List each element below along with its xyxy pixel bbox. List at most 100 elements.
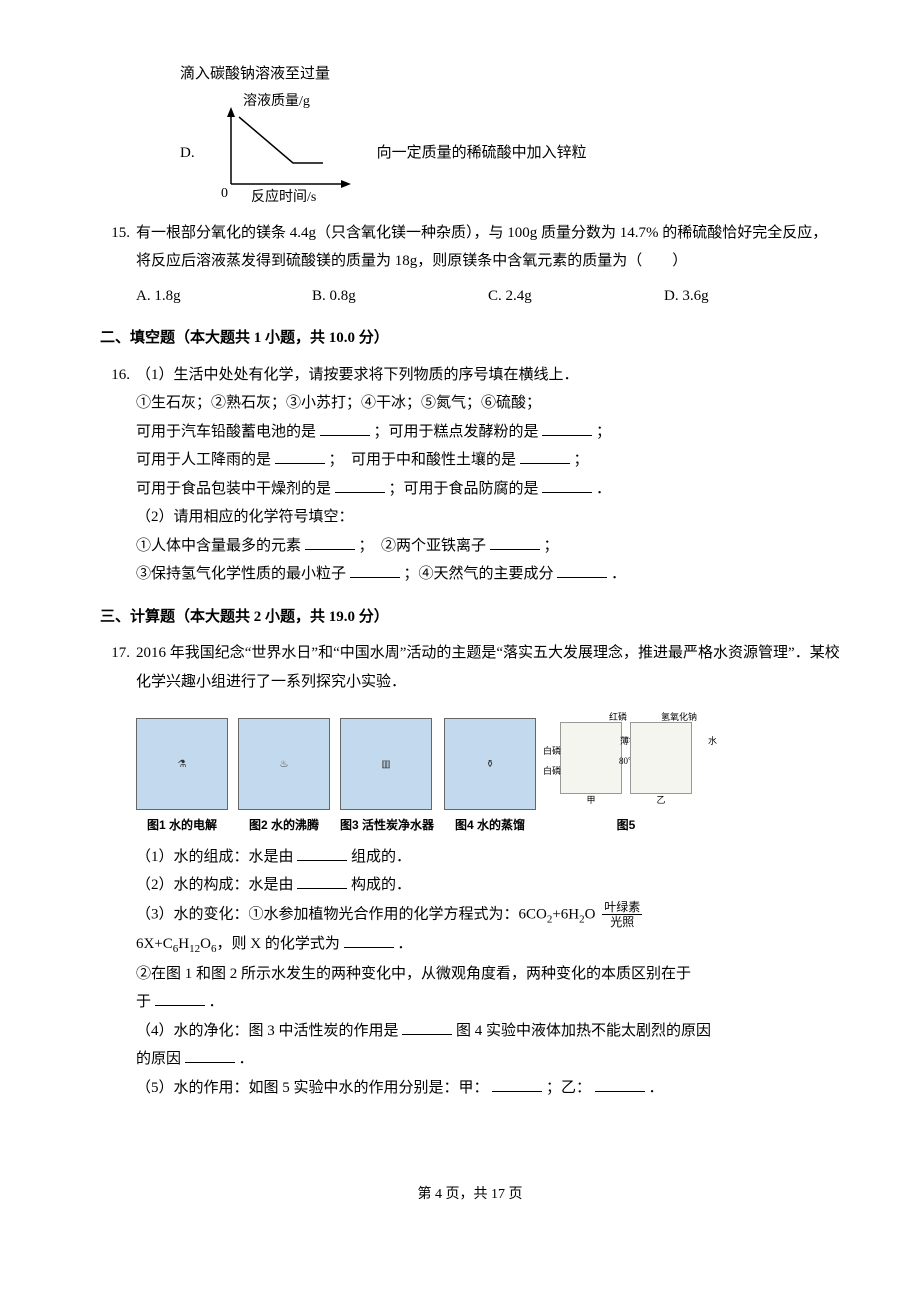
q16-l4b: ； 可用于中和酸性土壤的是 xyxy=(329,452,517,468)
footer-post: 页 xyxy=(505,1187,523,1202)
figure-4-box: ⚱ xyxy=(444,718,536,810)
chart-d: 溶液质量/g 0 反应时间/s xyxy=(203,89,363,219)
q16-l4: 可用于人工降雨的是 ； 可用于中和酸性土壤的是 ； xyxy=(136,446,840,475)
q17-p2: （2）水的构成：水是由 构成的． xyxy=(136,871,840,900)
origin-label: 0 xyxy=(221,186,228,201)
blank xyxy=(320,420,370,436)
q17-p3e: ②在图 1 和图 2 所示水发生的两种变化中，从微观角度看，两种变化的本质区别在… xyxy=(136,960,840,989)
p3d-after: ，则 X 的化学式为 xyxy=(216,936,339,952)
q16-l5c: ． xyxy=(596,481,611,497)
figure-2-cap: 图2 水的沸腾 xyxy=(238,814,330,837)
figures-row: ⚗ 图1 水的电解 ♨ 图2 水的沸腾 ▥ 图3 活性炭净水器 ⚱ 图4 水的蒸… xyxy=(136,704,840,837)
figure-3-cap: 图3 活性炭净水器 xyxy=(340,814,434,837)
q15-text: 有一根部分氧化的镁条 4.4g（只含氧化镁一种杂质），与 100g 质量分数为 … xyxy=(136,225,827,270)
label-bailin2: 白磷 xyxy=(543,763,561,780)
q16-l4c: ； xyxy=(574,452,589,468)
q15-opt-a: A. 1.8g xyxy=(136,282,312,311)
blank xyxy=(185,1047,235,1063)
q16-l5: 可用于食品包装中干燥剂的是 ；可用于食品防腐的是 ． xyxy=(136,475,840,504)
q17-p3d: 6X+C6H12O6，则 X 的化学式为 ． xyxy=(136,930,840,960)
p3a: （3）水的变化：①水参加植物光合作用的化学方程式为：6CO xyxy=(136,906,547,922)
question-17: 17. 2016 年我国纪念“世界水日”和“中国水周”活动的主题是“落实五大发展… xyxy=(100,639,840,1102)
p1b: 组成的． xyxy=(351,849,411,865)
blank xyxy=(402,1019,452,1035)
figure-4-cap: 图4 水的蒸馏 xyxy=(444,814,536,837)
p3e-end: ． xyxy=(209,994,224,1010)
y-arrow xyxy=(227,107,235,117)
label-naoh: 氢氧化钠 xyxy=(661,709,697,726)
fig5-yi: 氢氧化钠 水 乙 xyxy=(630,722,692,794)
q14-continuation: 滴入碳酸钠溶液至过量 xyxy=(100,60,840,89)
label-honglin: 红磷 xyxy=(609,709,627,726)
figure-1-box: ⚗ xyxy=(136,718,228,810)
q17-p1: （1）水的组成：水是由 组成的． xyxy=(136,843,840,872)
footer-pre: 第 xyxy=(418,1187,436,1202)
option-d-label: D. xyxy=(180,139,195,168)
label-bailin: 白磷 xyxy=(543,743,561,760)
q16-l5a: 可用于食品包装中干燥剂的是 xyxy=(136,481,331,497)
p4b: 图 4 实验中液体加热不能太剧烈的原因 xyxy=(456,1023,711,1039)
x-arrow xyxy=(341,180,351,188)
blank xyxy=(297,873,347,889)
figure-5-cap: 图5 xyxy=(546,814,706,837)
q15-num: 15. xyxy=(100,219,130,248)
q16-l7c: ； xyxy=(544,538,559,554)
q16-l3a: 可用于汽车铅酸蓄电池的是 xyxy=(136,424,316,440)
blank xyxy=(595,1076,645,1092)
q15-opt-b: B. 0.8g xyxy=(312,282,488,311)
figure-5: 白磷 白磷 红磷 薄铜片 80℃热水 甲 氢氧化钠 水 乙 xyxy=(546,704,706,837)
blank xyxy=(520,448,570,464)
section-3-title: 三、计算题（本大题共 2 小题，共 19.0 分） xyxy=(100,603,840,632)
cond-top: 叶绿素 xyxy=(602,900,642,915)
footer-mid: 页，共 xyxy=(442,1187,491,1202)
q16-l1: （1）生活中处处有化学，请按要求将下列物质的序号填在横线上． xyxy=(136,361,840,390)
q16-l7a: ①人体中含量最多的元素 xyxy=(136,538,301,554)
p1a: （1）水的组成：水是由 xyxy=(136,849,294,865)
blank xyxy=(344,932,394,948)
q16-l7: ①人体中含量最多的元素 ； ②两个亚铁离子 ； xyxy=(136,532,840,561)
q16-l8: ③保持氢气化学性质的最小粒子 ；④天然气的主要成分 ． xyxy=(136,560,840,589)
p3d-pre: 6X+C xyxy=(136,936,173,952)
blank xyxy=(350,562,400,578)
reaction-condition: 叶绿素 光照 xyxy=(602,900,642,930)
q17-p4: （4）水的净化：图 3 中活性炭的作用是 图 4 实验中液体加热不能太剧烈的原因 xyxy=(136,1017,840,1046)
blank xyxy=(155,990,205,1006)
blank xyxy=(542,477,592,493)
figure-3: ▥ 图3 活性炭净水器 xyxy=(340,718,434,837)
p4a: （4）水的净化：图 3 中活性炭的作用是 xyxy=(136,1023,399,1039)
fig5-jia: 白磷 白磷 红磷 薄铜片 80℃热水 甲 xyxy=(560,722,622,794)
q16-l6: （2）请用相应的化学符号填空： xyxy=(136,503,840,532)
figure-1-cap: 图1 水的电解 xyxy=(136,814,228,837)
p3d-end: ． xyxy=(397,936,412,952)
question-15: 15. 有一根部分氧化的镁条 4.4g（只含氧化镁一种杂质），与 100g 质量… xyxy=(100,219,840,311)
label-water: 水 xyxy=(708,733,717,750)
blank xyxy=(275,448,325,464)
figure-4: ⚱ 图4 水的蒸馏 xyxy=(444,718,536,837)
q16-l2: ①生石灰；②熟石灰；③小苏打；④干冰；⑤氮气；⑥硫酸； xyxy=(136,389,840,418)
figure-1: ⚗ 图1 水的电解 xyxy=(136,718,228,837)
figure-2: ♨ 图2 水的沸腾 xyxy=(238,718,330,837)
blank xyxy=(297,845,347,861)
chart-svg: 溶液质量/g 0 反应时间/s xyxy=(203,89,363,219)
question-16: 16. （1）生活中处处有化学，请按要求将下列物质的序号填在横线上． ①生石灰；… xyxy=(100,361,840,589)
q17-p5: （5）水的作用：如图 5 实验中水的作用分别是：甲： ；乙： ． xyxy=(136,1074,840,1103)
figure-3-box: ▥ xyxy=(340,718,432,810)
q16-num: 16. xyxy=(100,361,130,390)
data-line xyxy=(239,117,323,163)
x-axis-label: 反应时间/s xyxy=(251,188,316,205)
p4c: ． xyxy=(239,1051,254,1067)
q16-l8a: ③保持氢气化学性质的最小粒子 xyxy=(136,566,346,582)
p5a: （5）水的作用：如图 5 实验中水的作用分别是：甲： xyxy=(136,1080,489,1096)
label-yi: 乙 xyxy=(657,792,666,809)
p3e: ②在图 1 和图 2 所示水发生的两种变化中，从微观角度看，两种变化的本质区别在… xyxy=(136,966,691,982)
footer-total: 17 xyxy=(491,1187,505,1202)
m2: O xyxy=(200,936,211,952)
p2b: 构成的． xyxy=(351,877,411,893)
q14-prefix: 滴入碳酸钠溶液至过量 xyxy=(180,66,330,82)
p3b: +6H xyxy=(552,906,579,922)
p5b: ；乙： xyxy=(546,1080,591,1096)
q15-opt-c: C. 2.4g xyxy=(488,282,664,311)
m1: H xyxy=(178,936,189,952)
label-jia: 甲 xyxy=(587,792,596,809)
blank xyxy=(557,562,607,578)
